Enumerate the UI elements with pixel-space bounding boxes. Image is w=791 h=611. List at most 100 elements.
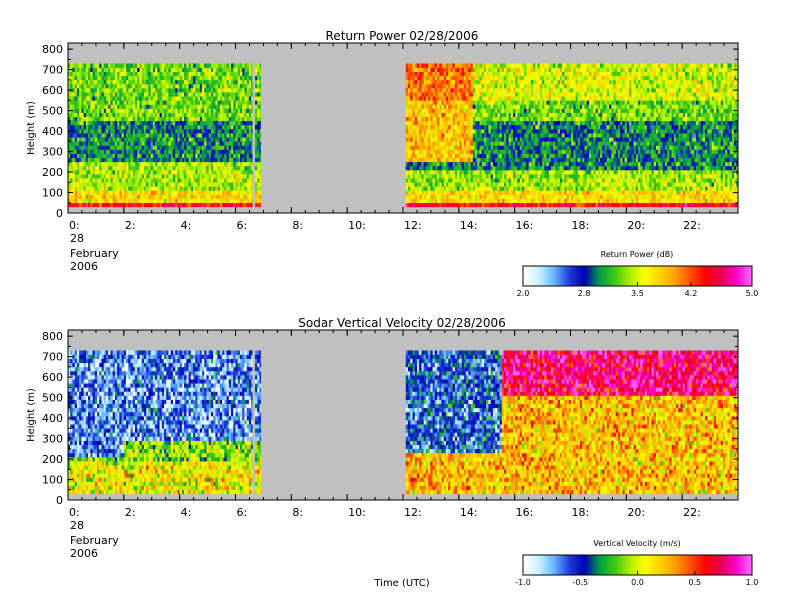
heatmap-cell [94, 186, 98, 191]
heatmap-cell [224, 133, 227, 138]
heatmap-cell [157, 182, 160, 187]
heatmap-cell [501, 67, 505, 72]
heatmap-cell [439, 88, 442, 93]
heatmap-cell [425, 100, 429, 105]
heatmap-cell [481, 71, 485, 77]
heatmap-cell [495, 174, 498, 179]
heatmap-cell [79, 112, 82, 118]
heatmap-cell [166, 92, 169, 97]
heatmap-cell [235, 137, 239, 142]
heatmap-cell [130, 104, 134, 109]
heatmap-cell [259, 165, 261, 171]
heatmap-cell [239, 71, 243, 77]
heatmap-cell [439, 100, 442, 105]
heatmap-cell [441, 169, 445, 175]
heatmap-cell [190, 198, 194, 204]
heatmap-cell [479, 141, 483, 146]
heatmap-cell [443, 92, 447, 97]
heatmap-cell [512, 129, 516, 134]
heatmap-cell [437, 75, 440, 81]
heatmap-cell [132, 83, 136, 89]
heatmap-cell [126, 137, 129, 142]
heatmap-cell [101, 190, 105, 195]
heatmap-cell [222, 104, 225, 109]
heatmap-cell [150, 186, 154, 191]
heatmap-cell [448, 79, 451, 85]
heatmap-cell [110, 100, 113, 105]
heatmap-cell [213, 161, 216, 167]
heatmap-cell [128, 161, 131, 167]
heatmap-cell [244, 190, 247, 195]
heatmap-cell [97, 63, 100, 68]
heatmap-cell [423, 104, 427, 109]
heatmap-cell [123, 198, 127, 204]
heatmap-cell [132, 198, 136, 204]
heatmap-cell [468, 67, 471, 72]
heatmap-cell [501, 108, 505, 113]
heatmap-cell [246, 63, 250, 68]
heatmap-cell [515, 169, 518, 175]
heatmap-cell [137, 116, 140, 122]
heatmap-cell [242, 75, 245, 81]
heatmap-cell [475, 169, 478, 175]
heatmap-cell [74, 100, 78, 105]
heatmap-cell [510, 108, 514, 113]
heatmap-cell [123, 194, 127, 199]
heatmap-cell [408, 161, 411, 167]
heatmap-cell [110, 133, 113, 138]
heatmap-cell [470, 83, 474, 89]
heatmap-cell [483, 194, 487, 199]
heatmap-cell [161, 202, 165, 208]
heatmap-cell [123, 145, 127, 150]
heatmap-cell [101, 194, 105, 199]
heatmap-cell [506, 96, 509, 101]
heatmap-cell [495, 182, 498, 187]
heatmap-cell [526, 116, 529, 122]
heatmap-cell [148, 157, 151, 163]
heatmap-cell [137, 137, 140, 142]
heatmap-cell [233, 186, 236, 191]
heatmap-cell [233, 198, 236, 204]
heatmap-cell [152, 202, 156, 208]
heatmap-cell [257, 145, 260, 150]
heatmap-cell [461, 186, 465, 191]
heatmap-cell [97, 174, 100, 179]
heatmap-cell [421, 96, 424, 101]
heatmap-cell [76, 104, 80, 109]
heatmap-cell [175, 83, 178, 89]
heatmap-cell [501, 75, 505, 81]
heatmap-cell [475, 153, 478, 158]
heatmap-cell [164, 96, 167, 101]
heatmap-cell [472, 92, 476, 97]
heatmap-cell [177, 157, 180, 163]
heatmap-cell [85, 100, 89, 105]
heatmap-cell [195, 88, 198, 93]
heatmap-cell [217, 75, 221, 81]
heatmap-cell [499, 165, 503, 171]
heatmap-cell [242, 112, 245, 118]
heatmap-cell [197, 120, 201, 126]
heatmap-cell [430, 198, 433, 204]
heatmap-cell [242, 174, 245, 179]
heatmap-cell [188, 67, 192, 72]
heatmap-cell [92, 198, 96, 204]
heatmap-cell [470, 108, 474, 113]
heatmap-cell [499, 202, 503, 208]
heatmap-cell [68, 174, 71, 179]
heatmap-cell [81, 169, 84, 175]
heatmap-cell [416, 67, 420, 72]
heatmap-cell [242, 169, 245, 175]
heatmap-cell [470, 71, 474, 77]
heatmap-cell [199, 174, 203, 179]
heatmap-cell [410, 129, 413, 134]
heatmap-cell [497, 71, 500, 77]
heatmap-cell [226, 116, 230, 122]
heatmap-cell [528, 120, 532, 126]
heatmap-cell [172, 104, 176, 109]
heatmap-cell [121, 133, 125, 138]
heatmap-cell [152, 190, 156, 195]
heatmap-cell [148, 133, 151, 138]
heatmap-cell [517, 190, 520, 195]
heatmap-cell [405, 153, 409, 158]
heatmap-cell [99, 145, 102, 150]
